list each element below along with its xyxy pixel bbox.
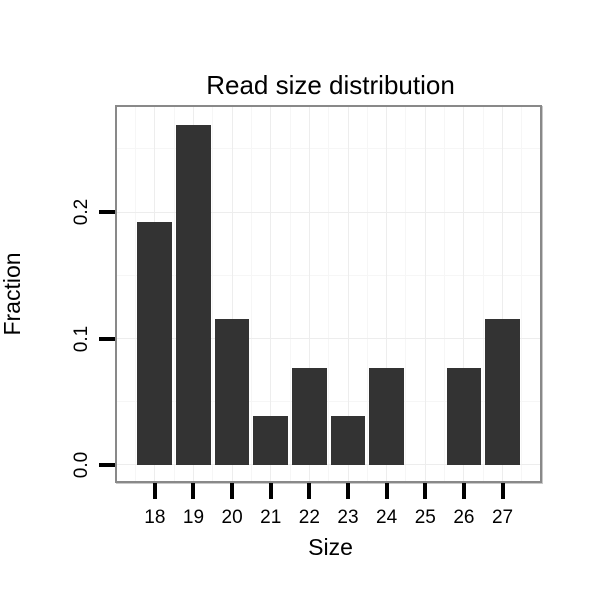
bar [137,221,173,465]
x-major-gridline [231,107,233,481]
x-minor-gridline [212,107,214,481]
x-tick-label: 19 [182,507,205,528]
x-axis-tick [500,483,505,499]
x-major-gridline [270,107,272,481]
bar [214,319,250,465]
x-axis-tick [346,483,350,499]
y-major-gridline [117,211,540,213]
y-major-gridline [117,338,540,339]
x-axis-tick [191,483,196,499]
y-tick-label: 0.1 [71,325,92,352]
x-minor-gridline [173,107,175,481]
x-minor-gridline [521,107,523,481]
x-axis-tick [461,483,466,499]
x-tick-label: 27 [491,507,514,528]
y-axis-title: Fraction [0,252,25,336]
bar [253,416,289,465]
x-major-gridline [502,107,504,481]
x-tick-label: 23 [337,507,359,528]
x-major-gridline [463,107,465,481]
x-major-gridline [424,107,426,481]
y-tick-label: 0.0 [71,451,92,479]
x-major-gridline [347,107,349,481]
plot-panel [115,105,542,483]
x-tick-label: 22 [298,507,320,528]
x-tick-label: 26 [453,507,475,528]
x-minor-gridline [482,107,484,481]
x-minor-gridline [135,107,137,481]
x-tick-label: 20 [221,507,243,528]
x-tick-label: 18 [144,507,166,528]
x-minor-gridline [444,107,446,481]
bar [330,416,366,465]
x-axis-tick [268,483,273,499]
x-minor-gridline [289,107,291,481]
x-axis-tick [384,483,389,499]
y-axis-tick [99,336,115,341]
y-major-gridline [117,464,540,466]
x-axis-tick [423,483,428,499]
bar [446,367,482,465]
bar [291,367,327,465]
x-axis-tick [230,483,235,499]
bar [485,319,520,465]
y-axis-tick [99,210,115,215]
x-minor-gridline [328,107,330,481]
x-minor-gridline [405,107,407,481]
x-tick-label: 25 [414,507,436,528]
x-tick-label: 24 [376,507,398,528]
bar [369,367,405,465]
x-major-gridline [308,107,310,481]
x-tick-label: 21 [260,507,282,528]
x-axis-tick [307,483,312,499]
x-minor-gridline [366,107,368,481]
x-axis-tick [152,483,157,499]
bar [176,124,211,465]
x-major-gridline [386,107,388,481]
chart-title: Read size distribution [206,70,455,100]
y-tick-label: 0.2 [71,198,92,226]
x-axis-title: Size [308,534,353,560]
y-axis-tick [99,462,115,467]
x-minor-gridline [250,107,252,481]
